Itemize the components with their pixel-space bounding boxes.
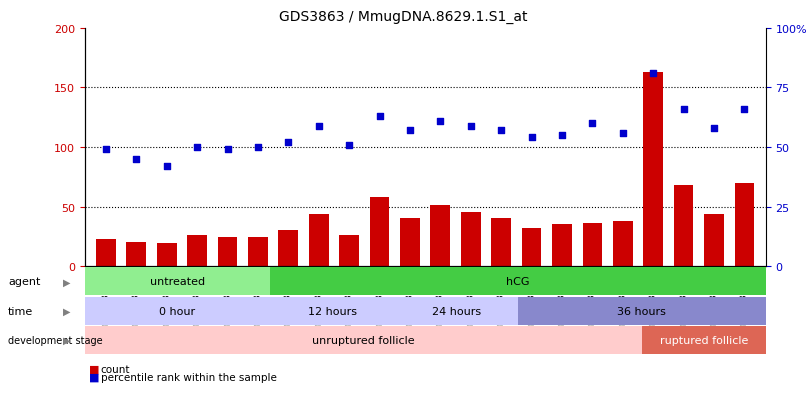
Text: GDS3863 / MmugDNA.8629.1.S1_at: GDS3863 / MmugDNA.8629.1.S1_at: [279, 10, 527, 24]
Bar: [492, 219, 511, 266]
Text: ruptured follicle: ruptured follicle: [659, 335, 748, 345]
Point: [343, 142, 355, 149]
Text: hCG: hCG: [506, 277, 530, 287]
Text: count: count: [101, 364, 131, 374]
Bar: [157, 244, 177, 266]
Text: 36 hours: 36 hours: [617, 306, 667, 316]
Bar: [521, 228, 542, 266]
Text: ■: ■: [89, 364, 99, 374]
Point: [646, 71, 659, 77]
Text: agent: agent: [8, 277, 40, 287]
Bar: [96, 239, 116, 266]
Bar: [278, 231, 298, 266]
Text: time: time: [8, 306, 33, 316]
Point: [738, 106, 751, 113]
Point: [495, 128, 508, 134]
Text: development stage: development stage: [8, 335, 102, 345]
Bar: [461, 213, 480, 266]
Text: ■: ■: [89, 372, 99, 382]
Text: percentile rank within the sample: percentile rank within the sample: [101, 372, 276, 382]
Bar: [704, 214, 724, 266]
Bar: [734, 183, 754, 266]
Bar: [583, 224, 602, 266]
Point: [555, 133, 568, 139]
Bar: [643, 73, 663, 266]
Point: [434, 118, 447, 125]
Point: [251, 145, 264, 151]
Point: [373, 114, 386, 120]
Bar: [187, 235, 207, 266]
Point: [617, 130, 629, 137]
Bar: [613, 221, 633, 266]
Point: [99, 147, 112, 153]
Text: ▶: ▶: [63, 335, 71, 345]
Point: [404, 128, 417, 134]
Text: 24 hours: 24 hours: [431, 306, 480, 316]
Bar: [339, 235, 359, 266]
Bar: [127, 243, 146, 266]
Point: [677, 106, 690, 113]
Bar: [430, 206, 451, 266]
Point: [130, 156, 143, 163]
Bar: [218, 238, 238, 266]
Point: [191, 145, 204, 151]
Text: 12 hours: 12 hours: [308, 306, 357, 316]
Point: [526, 135, 538, 141]
Point: [282, 140, 295, 146]
Text: ▶: ▶: [63, 277, 71, 287]
Point: [708, 125, 721, 132]
Text: unruptured follicle: unruptured follicle: [312, 335, 414, 345]
Point: [160, 163, 173, 170]
Text: untreated: untreated: [150, 277, 205, 287]
Bar: [674, 186, 693, 266]
Point: [312, 123, 325, 130]
Point: [221, 147, 234, 153]
Bar: [248, 238, 268, 266]
Point: [464, 123, 477, 130]
Text: ▶: ▶: [63, 306, 71, 316]
Point: [586, 121, 599, 127]
Bar: [400, 219, 420, 266]
Text: 0 hour: 0 hour: [160, 306, 196, 316]
Bar: [309, 214, 329, 266]
Bar: [552, 225, 572, 266]
Bar: [370, 197, 389, 266]
